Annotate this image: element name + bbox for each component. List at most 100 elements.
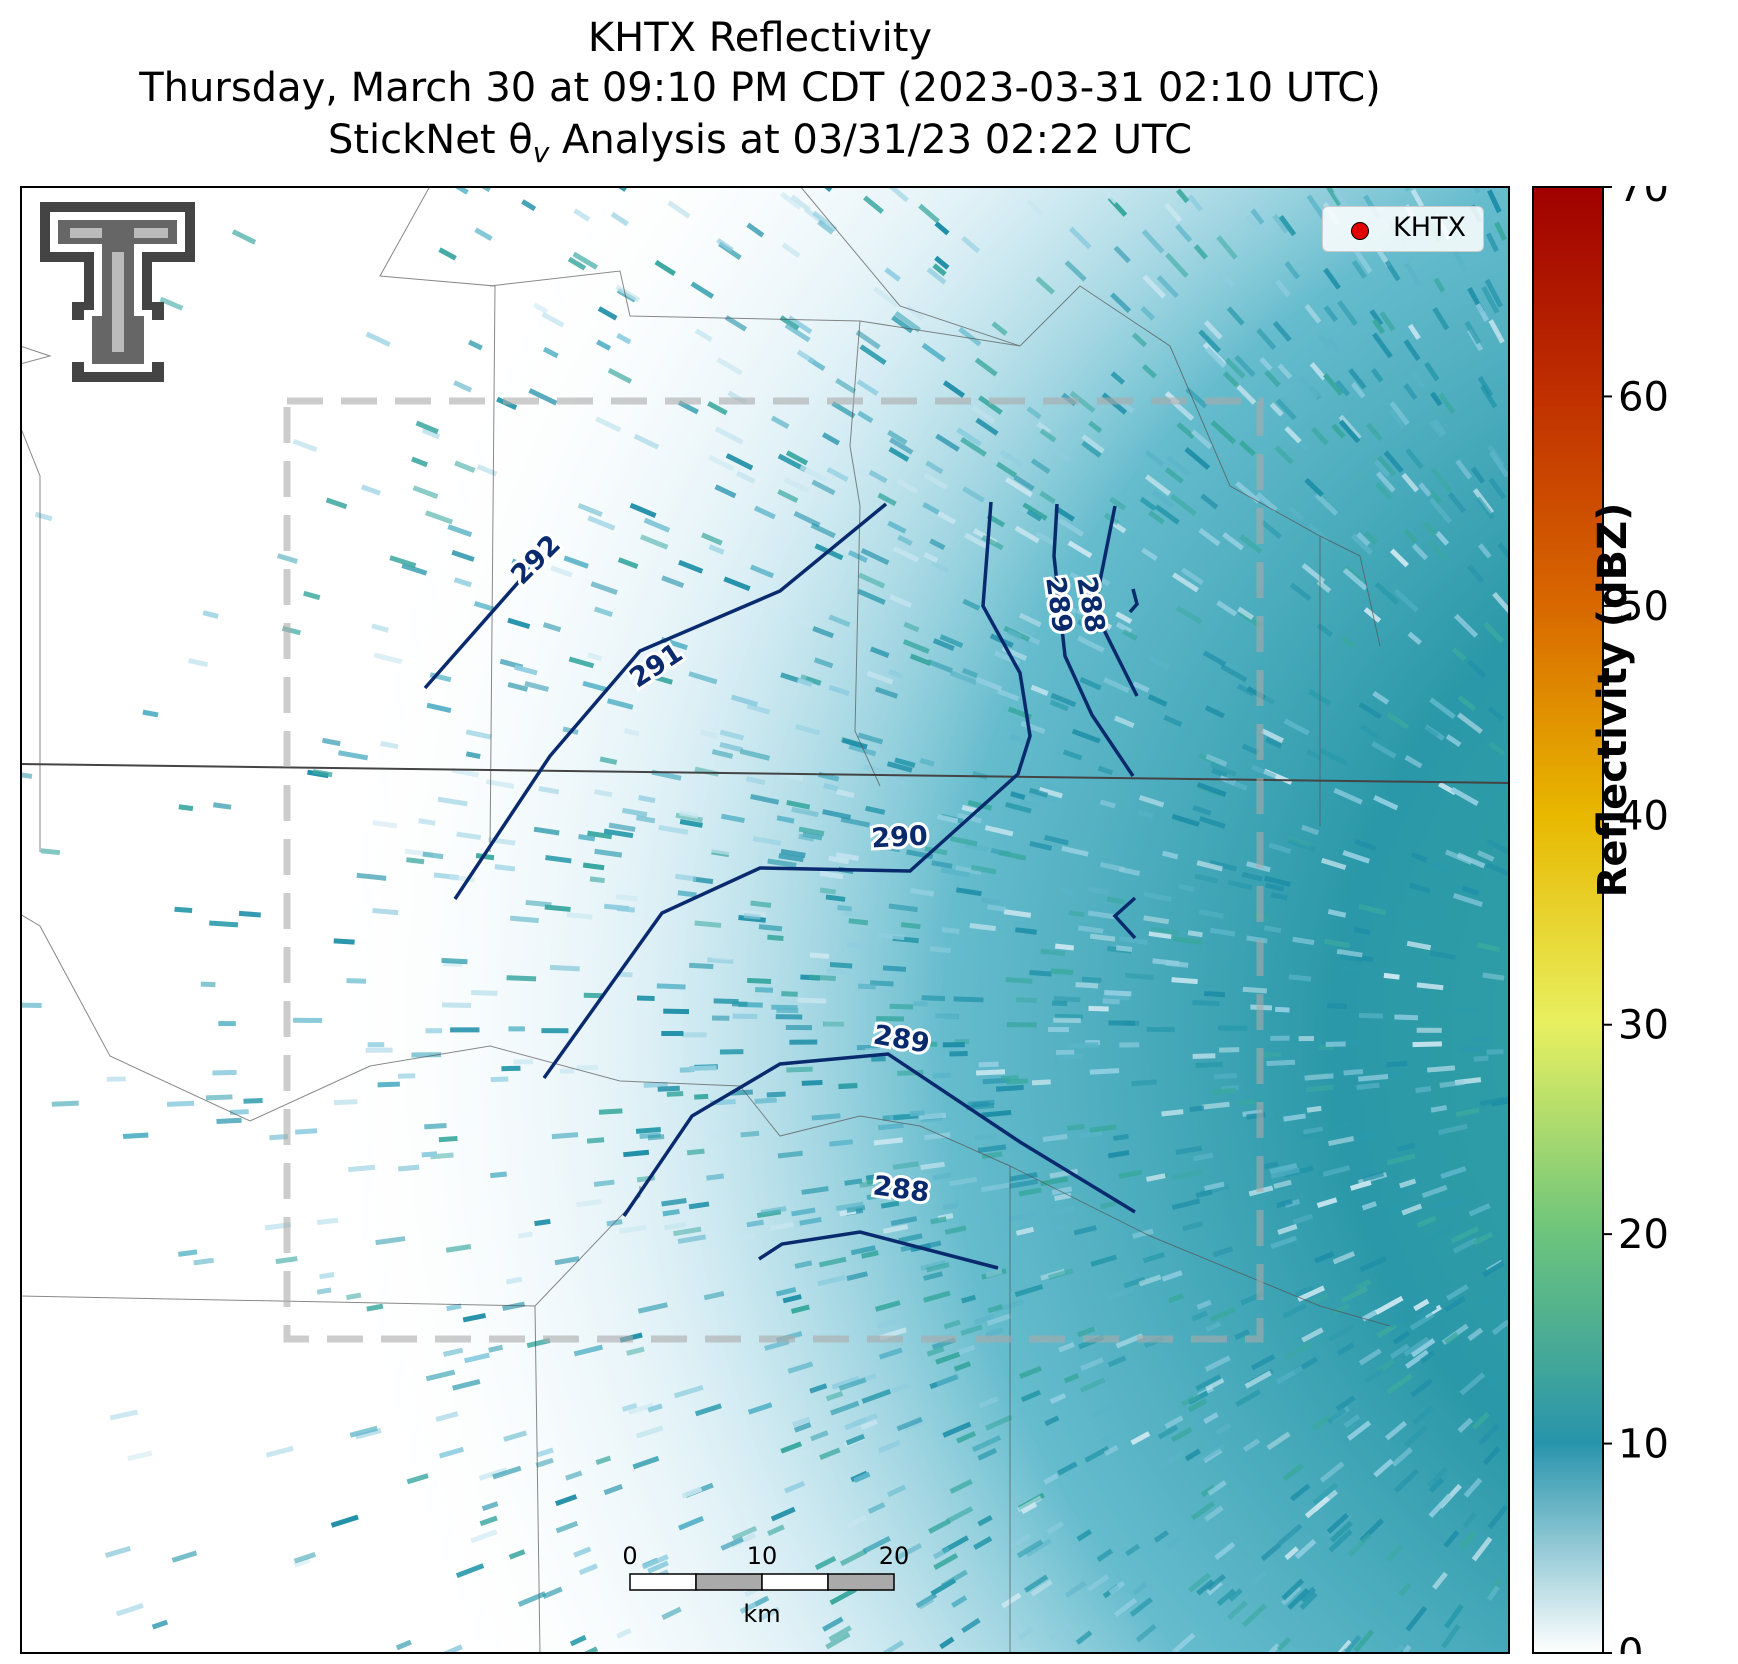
radar-gate bbox=[892, 1161, 919, 1170]
radar-gate bbox=[770, 1506, 796, 1522]
radar-gate bbox=[1369, 309, 1384, 326]
radar-gate bbox=[1384, 1420, 1408, 1441]
radar-gate bbox=[1266, 1431, 1291, 1451]
radar-map[interactable]: 292 291 290 289 288 289 288 0 10 20 km bbox=[20, 186, 1510, 1654]
radar-gate bbox=[1471, 1536, 1493, 1562]
radar-gate bbox=[1044, 782, 1069, 795]
radar-gate bbox=[1242, 986, 1268, 994]
radar-gate bbox=[1376, 455, 1397, 477]
radar-gate bbox=[1001, 1592, 1022, 1609]
radar-gate bbox=[799, 464, 828, 483]
radar-gate bbox=[797, 997, 827, 1004]
radar-gate bbox=[573, 208, 591, 222]
radar-gate bbox=[870, 825, 892, 836]
radar-gate bbox=[1326, 1512, 1350, 1534]
radar-gate bbox=[1018, 612, 1042, 628]
radar-gate bbox=[615, 284, 641, 303]
radar-gate bbox=[767, 858, 797, 868]
radar-gate bbox=[1035, 531, 1055, 546]
radar-gate bbox=[1385, 1277, 1403, 1291]
radar-gate bbox=[1184, 447, 1211, 470]
radar-gate bbox=[1358, 701, 1383, 720]
radar-gate bbox=[1205, 1377, 1225, 1392]
radar-gate bbox=[365, 1047, 393, 1053]
radar-gate bbox=[503, 1430, 527, 1442]
radar-gate bbox=[747, 977, 772, 984]
radar-gate bbox=[365, 331, 391, 347]
radar-gate bbox=[1131, 1079, 1157, 1087]
radar-gate bbox=[801, 1185, 829, 1195]
radar-gate bbox=[1139, 496, 1157, 512]
radar-gate bbox=[647, 1560, 669, 1574]
radar-gate bbox=[1185, 387, 1208, 409]
radar-gate bbox=[1481, 285, 1500, 314]
radar-gate bbox=[1389, 1343, 1410, 1360]
radar-gate bbox=[473, 600, 495, 612]
radar-gate bbox=[478, 1467, 508, 1481]
radar-gate bbox=[277, 553, 299, 564]
radar-gate bbox=[964, 532, 988, 549]
radar-gate bbox=[677, 1234, 707, 1244]
radar-gate bbox=[424, 1122, 447, 1130]
radar-gate bbox=[723, 576, 751, 592]
radar-gate bbox=[1200, 1484, 1216, 1498]
radar-gate bbox=[732, 1013, 758, 1020]
radar-gate bbox=[1215, 1422, 1232, 1436]
radar-gate bbox=[1440, 1196, 1466, 1211]
radar-gate bbox=[1287, 1587, 1310, 1610]
radar-gate bbox=[955, 865, 982, 875]
radar-gate bbox=[860, 1419, 878, 1430]
radar-gate bbox=[1084, 1445, 1110, 1463]
radar-gate bbox=[1107, 1355, 1127, 1368]
radar-gate bbox=[1031, 1079, 1051, 1086]
radar-gate bbox=[1452, 718, 1472, 735]
radar-gate bbox=[333, 1099, 358, 1106]
radar-gate bbox=[1086, 1574, 1110, 1593]
radar-gate bbox=[1457, 1417, 1474, 1433]
radar-gate bbox=[1115, 621, 1133, 634]
radar-gate bbox=[506, 975, 537, 982]
radar-gate bbox=[1029, 969, 1052, 977]
texas-tech-double-t-logo bbox=[40, 202, 195, 382]
radar-gate bbox=[826, 467, 849, 483]
radar-gate bbox=[1166, 1535, 1183, 1549]
radar-gate bbox=[1363, 607, 1382, 623]
radar-gate bbox=[1195, 1061, 1223, 1069]
radar-gate bbox=[534, 1218, 551, 1227]
radar-gate bbox=[1198, 909, 1224, 919]
radar-gate bbox=[977, 1447, 998, 1461]
radar-gate bbox=[1429, 497, 1452, 524]
radar-gate bbox=[1108, 1020, 1136, 1026]
radar-gate bbox=[316, 1217, 339, 1226]
radar-gate bbox=[1171, 977, 1198, 985]
radar-gate bbox=[1319, 1461, 1345, 1483]
radar-gate bbox=[661, 575, 685, 589]
radar-gate bbox=[1385, 1543, 1404, 1562]
radar-gate bbox=[677, 890, 697, 898]
radar-gate bbox=[1363, 530, 1378, 545]
radar-gate bbox=[1413, 1298, 1430, 1312]
radar-gate bbox=[1281, 1578, 1305, 1601]
radar-gate bbox=[918, 1041, 938, 1047]
radar-gate bbox=[869, 646, 890, 658]
radar-gate bbox=[1331, 423, 1346, 439]
radar-gate bbox=[1406, 940, 1432, 951]
radar-gate bbox=[439, 1644, 463, 1654]
radar-gate bbox=[1044, 834, 1069, 846]
radar-gate bbox=[1096, 1548, 1114, 1562]
radar-gate bbox=[1077, 925, 1104, 934]
radar-gate bbox=[1353, 927, 1371, 936]
radar-gate bbox=[793, 510, 821, 528]
radar-gate bbox=[962, 598, 981, 611]
radar-gate bbox=[1384, 1071, 1403, 1078]
radar-gate bbox=[859, 344, 887, 366]
radar-gate bbox=[422, 851, 444, 860]
radar-gate bbox=[855, 330, 881, 350]
radar-gate bbox=[1403, 528, 1418, 544]
radar-gate bbox=[929, 946, 951, 954]
radar-gate bbox=[524, 680, 550, 692]
radar-gate bbox=[1124, 972, 1154, 980]
radar-gate bbox=[1323, 305, 1339, 323]
radar-gate bbox=[1148, 510, 1165, 525]
radar-gate bbox=[1492, 591, 1510, 614]
